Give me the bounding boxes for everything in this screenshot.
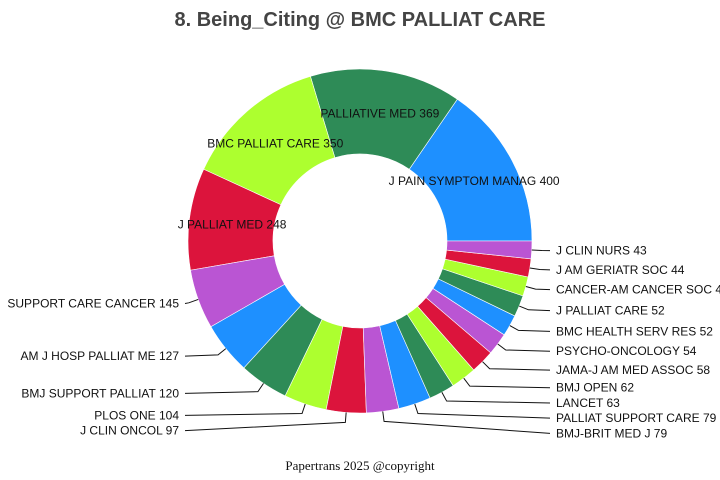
leader-line-4 <box>184 298 199 304</box>
leader-line-11 <box>441 392 551 404</box>
slice-labels-group: J CLIN NURS 43 J AM GERIATR SOC 44 CANCER-… <box>7 107 720 441</box>
slice-label-11: LANCET 63 <box>556 396 620 410</box>
slice-label-19: J CLIN NURS 43 <box>556 244 647 258</box>
chart-title: 8. Being_Citing @ BMC PALLIAT CARE <box>175 9 546 31</box>
slice-label-2: BMC PALLIAT CARE 350 <box>207 137 343 151</box>
leader-line-7 <box>184 403 306 416</box>
leader-line-6 <box>184 383 264 394</box>
slice-0 <box>408 98 533 242</box>
slice-label-3: J PALLIAT MED 248 <box>178 217 287 231</box>
leader-line-18 <box>529 267 551 271</box>
leader-line-15 <box>509 325 551 332</box>
slice-label-0: J PAIN SYMPTOM MANAG 400 <box>389 174 560 188</box>
leader-line-9 <box>382 411 551 434</box>
slice-label-6: BMJ SUPPORT PALLIAT 120 <box>21 386 179 400</box>
slice-label-7: PLOS ONE 104 <box>94 408 179 422</box>
slice-label-5: AM J HOSP PALLIAT ME 127 <box>20 349 179 363</box>
leader-line-8 <box>184 412 347 432</box>
slice-label-10: PALLIAT SUPPORT CARE 79 <box>556 411 717 425</box>
slice-label-17: CANCER-AM CANCER SOC 47 <box>556 283 720 297</box>
slice-label-13: JAMA-J AM MED ASSOC 58 <box>556 363 710 377</box>
slice-19 <box>446 240 533 260</box>
slice-label-15: BMC HEALTH SERV RES 52 <box>556 324 713 338</box>
leader-line-12 <box>463 377 551 389</box>
leader-lines-group <box>184 249 551 434</box>
leader-line-19 <box>531 249 551 252</box>
slices-group <box>187 68 533 414</box>
slice-label-4: SUPPORT CARE CANCER 145 <box>7 296 179 310</box>
leader-line-17 <box>525 286 551 291</box>
leader-line-5 <box>184 348 227 357</box>
slice-label-16: J PALLIAT CARE 52 <box>556 304 665 318</box>
slice-label-8: J CLIN ONCOL 97 <box>80 424 179 438</box>
leader-line-16 <box>519 305 551 312</box>
slice-label-14: PSYCHO-ONCOLOGY 54 <box>556 344 697 358</box>
leader-line-10 <box>414 403 551 419</box>
leader-line-14 <box>497 343 551 352</box>
slice-label-1: PALLIATIVE MED 369 <box>320 107 439 121</box>
slice-label-18: J AM GERIATR SOC 44 <box>556 263 685 277</box>
slice-label-12: BMJ OPEN 62 <box>556 381 634 395</box>
leader-line-13 <box>482 361 551 371</box>
chart-footer: Papertrans 2025 @copyright <box>285 458 435 473</box>
slice-label-9: BMJ-BRIT MED J 79 <box>556 426 667 440</box>
